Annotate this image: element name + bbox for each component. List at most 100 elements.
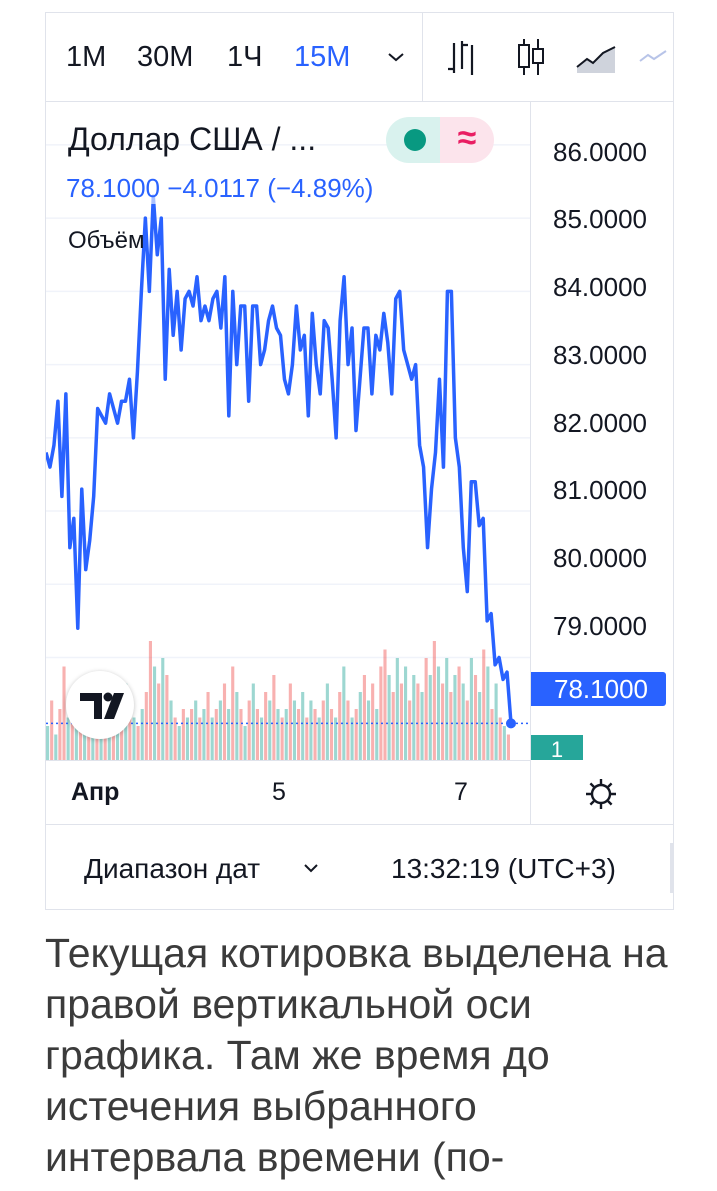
volume-bar bbox=[445, 658, 449, 760]
volume-bar bbox=[375, 709, 379, 760]
volume-bar bbox=[280, 717, 284, 760]
volume-bar bbox=[206, 692, 210, 760]
market-status[interactable]: ≈ bbox=[386, 117, 494, 163]
volume-bar bbox=[78, 717, 83, 760]
volume-bar bbox=[284, 709, 288, 760]
price-tick: 82.0000 bbox=[553, 408, 647, 438]
volume-bar bbox=[70, 709, 74, 760]
volume-bar bbox=[239, 709, 243, 760]
chevron-down-icon[interactable] bbox=[302, 861, 320, 875]
chart-widget: 1M 30M 1Ч 15M Доллар США / ... 78.1000 −… bbox=[45, 12, 674, 910]
volume-bar bbox=[247, 700, 251, 760]
time-label: Апр bbox=[71, 778, 120, 806]
volume-bar bbox=[420, 692, 424, 760]
volume-bar bbox=[136, 726, 140, 760]
interval-1h[interactable]: 1Ч bbox=[227, 41, 263, 73]
approx-icon: ≈ bbox=[457, 119, 477, 157]
chart-toolbar: 1M 30M 1Ч 15M bbox=[46, 13, 673, 102]
volume-bar bbox=[198, 717, 202, 760]
volume-bar bbox=[202, 709, 206, 760]
volume-bar bbox=[46, 726, 50, 760]
volume-bar bbox=[132, 717, 136, 760]
volume-bar bbox=[461, 683, 465, 760]
volume-bar bbox=[140, 709, 144, 760]
volume-bar bbox=[115, 717, 120, 760]
tradingview-logo[interactable] bbox=[66, 671, 134, 739]
area-icon[interactable] bbox=[573, 35, 619, 79]
volume-bar bbox=[482, 649, 486, 760]
time-label: 7 bbox=[454, 778, 468, 806]
volume-bar bbox=[54, 734, 58, 760]
line-icon[interactable] bbox=[636, 35, 672, 79]
volume-bar bbox=[210, 717, 214, 760]
volume-bar bbox=[494, 683, 498, 760]
volume-label[interactable]: Объём bbox=[68, 227, 145, 254]
volume-bar bbox=[502, 726, 506, 760]
volume-bar bbox=[305, 717, 309, 760]
volume-bar bbox=[432, 641, 436, 760]
price-change: −4.0117 (−4.89%) bbox=[167, 173, 374, 203]
volume-bar bbox=[144, 692, 148, 760]
volume-bar bbox=[268, 700, 272, 760]
volume-bar bbox=[231, 666, 235, 760]
volume-bar bbox=[148, 641, 152, 760]
price-axis[interactable]: 86.0000 85.0000 84.0000 83.0000 82.0000 … bbox=[531, 101, 674, 760]
volume-bar bbox=[259, 717, 264, 760]
bars-icon[interactable] bbox=[440, 35, 486, 79]
date-range-button[interactable]: Диапазон дат bbox=[84, 853, 261, 884]
volume-bar bbox=[222, 683, 227, 760]
volume-bar bbox=[478, 692, 482, 760]
interval-1m[interactable]: 1M bbox=[66, 41, 107, 73]
volume-bar bbox=[161, 658, 165, 760]
volume-bar bbox=[424, 658, 428, 760]
timezone-clock[interactable]: 13:32:19 (UTC+3) bbox=[391, 853, 616, 884]
volume-bar bbox=[297, 709, 301, 760]
volume-bar bbox=[91, 726, 95, 760]
chevron-down-icon[interactable] bbox=[386, 43, 406, 71]
interval-30m[interactable]: 30M bbox=[137, 41, 194, 73]
last-price-dot bbox=[506, 718, 516, 729]
interval-15m[interactable]: 15M bbox=[294, 41, 351, 73]
volume-bar bbox=[255, 709, 259, 760]
volume-bar bbox=[334, 717, 338, 760]
tradingview-icon bbox=[80, 692, 124, 719]
volume-bar bbox=[399, 683, 404, 760]
time-axis[interactable]: Апр 5 7 bbox=[46, 760, 530, 825]
volume-bar bbox=[165, 675, 169, 760]
delayed-data-indicator: ≈ bbox=[440, 117, 494, 163]
volume-bar bbox=[251, 683, 255, 760]
volume-bar bbox=[498, 717, 502, 760]
volume-bar bbox=[313, 709, 317, 760]
volume-bar bbox=[362, 675, 366, 760]
volume-bar bbox=[395, 658, 399, 760]
volume-bar bbox=[391, 692, 395, 760]
axis-divider bbox=[530, 101, 531, 824]
volume-bar bbox=[214, 709, 218, 760]
volume-bar bbox=[338, 692, 342, 760]
volume-bar bbox=[272, 675, 276, 760]
last-price: 78.1000 bbox=[66, 173, 160, 203]
volume-bar bbox=[346, 700, 350, 760]
price-tick: 83.0000 bbox=[553, 340, 647, 370]
volume-bar bbox=[325, 683, 329, 760]
volume-bar bbox=[371, 683, 375, 760]
candles-icon[interactable] bbox=[508, 35, 554, 79]
chart-footer: Диапазон дат 13:32:19 (UTC+3) bbox=[46, 824, 673, 910]
volume-bar bbox=[194, 700, 198, 760]
volume-bar bbox=[453, 675, 457, 760]
volume-bar bbox=[436, 666, 441, 760]
volume-bar bbox=[441, 683, 445, 760]
volume-bar bbox=[465, 700, 469, 760]
volume-bar bbox=[276, 709, 280, 760]
volume-bar bbox=[111, 726, 115, 760]
price-tick: 79.0000 bbox=[553, 611, 647, 641]
volume-bar bbox=[404, 666, 408, 760]
symbol-title[interactable]: Доллар США / ... bbox=[68, 121, 317, 157]
article-paragraph: Текущая котировка выделена на правой вер… bbox=[45, 930, 668, 1180]
volume-bar bbox=[321, 700, 325, 760]
volume-bar bbox=[157, 683, 161, 760]
volume-bar bbox=[354, 709, 358, 760]
settings-gear-icon[interactable] bbox=[583, 776, 619, 812]
volume-bar bbox=[181, 709, 185, 760]
price-line bbox=[46, 194, 513, 724]
